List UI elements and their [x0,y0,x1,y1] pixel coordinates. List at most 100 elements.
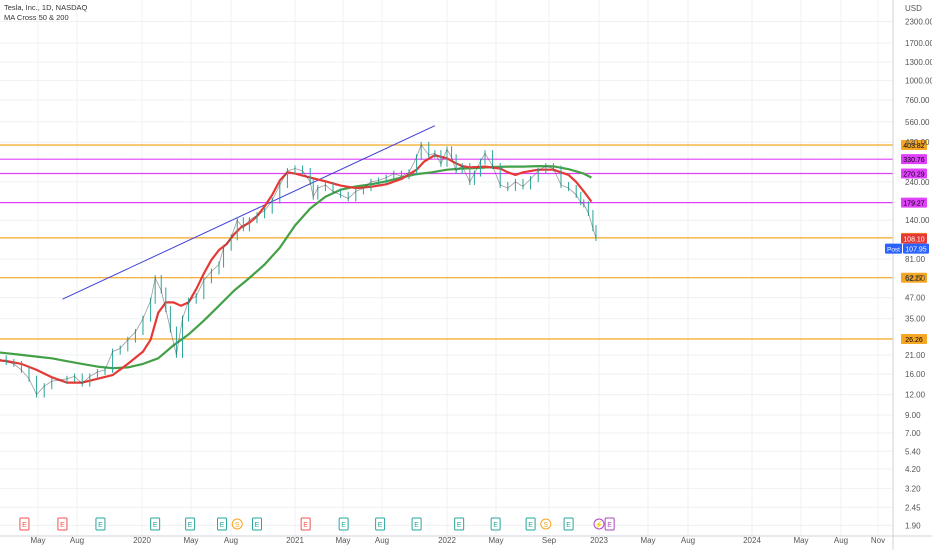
event-marker-label: E [60,522,65,529]
event-marker: E [57,517,68,531]
y-tick-label: 1.90 [905,521,921,530]
level-badge [901,168,927,179]
y-tick-label: 1700.00 [905,39,932,48]
x-tick-label: 2020 [133,536,151,545]
earnings-marker-box [375,517,386,531]
event-marker: E [95,517,106,531]
y-axis: 2300.00 1700.00 1300.00 1000.00 760.00 560.00… [905,4,932,530]
event-marker: E [150,517,161,531]
event-marker-label: S [543,522,548,529]
dividend-marker-circle [593,518,605,530]
x-tick-label: Aug [224,536,238,545]
level-badge [901,140,927,150]
event-marker: E [300,517,311,531]
earnings-marker-box [411,517,422,531]
event-marker-label: E [98,522,103,529]
y-tick-label: 2300.00 [905,18,932,27]
symbol-title: Tesla, Inc., 1D, NASDAQ [4,3,88,12]
post-tag-label: Post [887,247,900,254]
event-marker-label: E [457,522,462,529]
earnings-marker-box [150,517,161,531]
y-tick-label: 140.00 [905,216,930,225]
y-tick-label: 12.00 [905,391,926,400]
x-tick-label: Aug [375,536,389,545]
earnings-marker-box [217,517,228,531]
post-price-badge [903,243,929,254]
event-marker: E [604,517,615,531]
event-marker-label: E [378,522,383,529]
split-marker-circle [540,518,552,530]
x-tick-label: 2023 [590,536,608,545]
y-tick-label: 7.00 [905,429,921,438]
price-line [0,143,597,396]
level-badge-label: 330.76 [903,157,925,164]
ma50-line [0,154,593,384]
event-marker: S [540,518,552,530]
ma200-line [0,165,592,370]
event-marker: E [19,517,30,531]
x-tick-label: May [640,536,655,545]
post-price-label: 107.95 [905,247,927,254]
event-marker: E [563,517,574,531]
trendline [62,125,436,300]
x-tick-label: 2022 [438,536,456,545]
event-marker: E [375,517,386,531]
y-tick-label: 81.00 [905,255,926,264]
y-tick-label: 1300.00 [905,58,932,67]
indicator-title: MA Cross 50 & 200 [4,13,69,22]
event-marker: E [411,517,422,531]
y-tick-label: 16.00 [905,370,926,379]
event-marker-label: E [22,522,27,529]
grid [0,0,893,536]
earnings-marker-box [19,517,30,531]
earnings-marker-box [338,517,349,531]
x-tick-label: Aug [834,536,848,545]
earnings-marker-box [454,517,465,531]
chart-legend: Tesla, Inc., 1D, NASDAQ MA Cross 50 & 20… [4,3,87,23]
event-marker: E [338,517,349,531]
y-tick-label: 35.00 [905,315,926,324]
earnings-marker-box [95,517,106,531]
event-marker-label: S [235,522,240,529]
event-marker-label: E [255,522,260,529]
last-price-label: 108.10 [903,237,925,244]
y-axis-unit: USD [905,4,922,13]
y-tick-label: 9.00 [905,411,921,420]
event-marker: ⚡ [593,518,605,530]
x-tick-label: Aug [70,536,84,545]
y-tick-label: 47.00 [905,294,926,303]
event-marker-label: E [414,522,419,529]
level-badge-label: 62.27 [905,276,923,283]
earnings-marker-box [57,517,68,531]
x-axis: May Aug 2020 May Aug 2021 May Aug 2022 May Sep 2023… [30,536,885,545]
event-marker-label: E [303,522,308,529]
x-tick-label: May [793,536,808,545]
x-tick-label: May [335,536,350,545]
x-tick-label: Sep [542,536,557,545]
earnings-marker-box [563,517,574,531]
event-marker: E [252,517,262,531]
y-tick-label: 420.00 [905,138,930,147]
y-tick-label: 4.20 [905,465,921,474]
y-tick-label: 3.20 [905,484,921,493]
event-marker: E [217,517,228,531]
y-tick-label: 560.00 [905,118,930,127]
x-tick-label: May [488,536,503,545]
event-marker-label: ⚡ [595,520,604,529]
x-tick-label: May [183,536,198,545]
level-badge [901,197,927,208]
event-marker: E [454,517,465,531]
event-marker: S [231,518,243,530]
event-marker-label: E [493,522,498,529]
event-marker: E [525,517,536,531]
event-marker-label: E [341,522,346,529]
event-marker-label: E [188,522,193,529]
earnings-marker-box [604,517,615,531]
x-tick-label: Nov [871,536,885,545]
x-tick-label: 2024 [743,536,761,545]
